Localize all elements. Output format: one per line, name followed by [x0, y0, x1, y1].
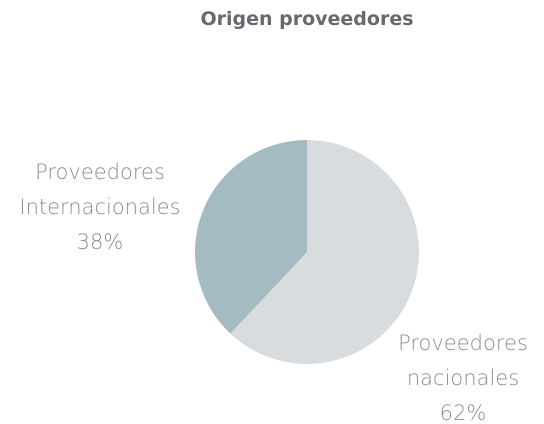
chart-title: Origen proveedores — [200, 8, 414, 30]
pie-slice — [230, 140, 419, 364]
slice-name: Proveedores Internacionales — [19, 160, 181, 219]
slice-label: Proveedores nacionales 62% — [383, 326, 543, 424]
pie-slice — [195, 140, 307, 334]
slice-name: Proveedores nacionales — [398, 331, 528, 390]
slice-value: 38% — [76, 230, 124, 254]
slice-label: Proveedores Internacionales 38% — [14, 155, 186, 260]
slice-value: 62% — [439, 401, 487, 424]
